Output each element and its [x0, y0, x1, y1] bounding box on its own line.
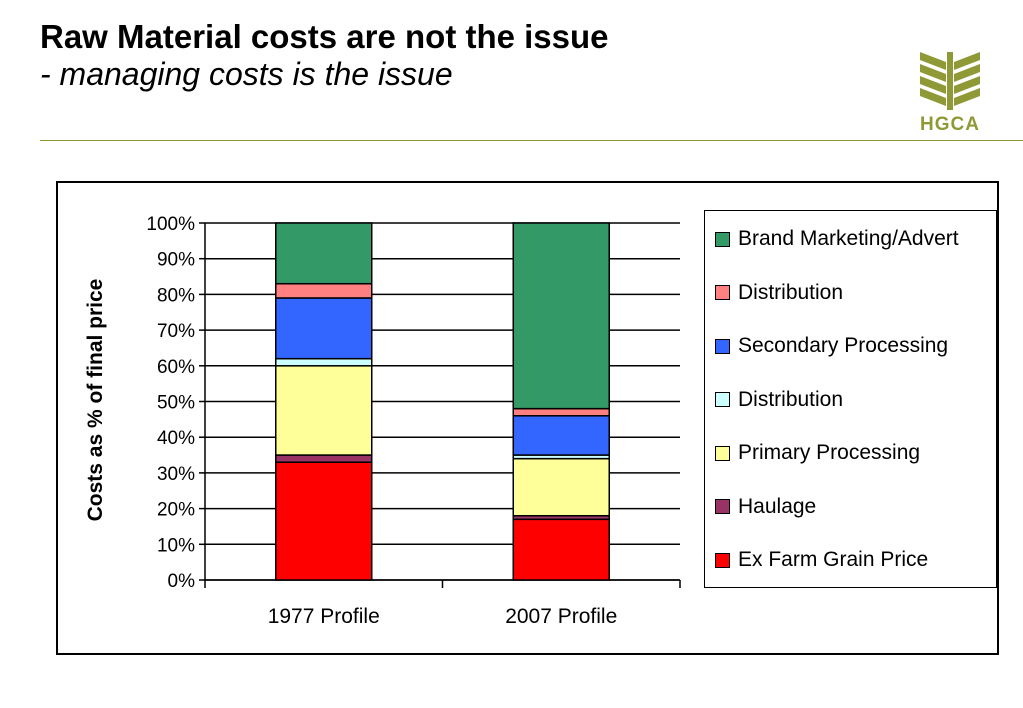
- legend-item: Distribution: [715, 281, 843, 305]
- legend-item: Secondary Processing: [715, 334, 948, 358]
- chart-legend: Brand Marketing/Advert Distribution Second…: [704, 210, 997, 588]
- y-tick-label: 100%: [146, 214, 195, 235]
- legend-item: Ex Farm Grain Price: [715, 548, 928, 572]
- legend-label: Primary Processing: [738, 441, 921, 464]
- y-tick-label: 40%: [157, 428, 195, 449]
- legend-item: Distribution: [715, 388, 843, 412]
- y-tick-label: 10%: [157, 535, 195, 556]
- legend-swatch: [715, 445, 730, 461]
- legend-label: Distribution: [738, 280, 844, 304]
- legend-swatch: [715, 499, 730, 514]
- bar-segment: [512, 407, 610, 417]
- legend-swatch: [715, 285, 730, 300]
- page-subtitle: - managing costs is the issue: [40, 56, 453, 92]
- bar-segment: [512, 518, 610, 581]
- y-tick-label: 70%: [157, 321, 195, 342]
- hgca-logo: HGCA: [912, 46, 988, 136]
- bar-segment: [512, 457, 610, 517]
- wheat-icon: [920, 52, 980, 110]
- bar-segment: [275, 357, 373, 367]
- legend-label: Brand Marketing/Advert: [738, 227, 959, 250]
- legend-label: Secondary Processing: [738, 334, 949, 357]
- legend-swatch: [715, 392, 730, 407]
- bar-segment: [275, 461, 373, 581]
- bar-segment: [512, 415, 610, 456]
- legend-item: Primary Processing: [715, 441, 920, 465]
- legend-label: Ex Farm Grain Price: [738, 548, 929, 571]
- bar-segment: [512, 222, 610, 410]
- bar-segment: [275, 297, 373, 360]
- bar-segment: [275, 222, 373, 285]
- y-tick-label: 60%: [157, 357, 195, 378]
- legend-label: Haulage: [738, 494, 817, 518]
- y-tick-label: 30%: [157, 464, 195, 485]
- logo-text: HGCA: [920, 114, 980, 135]
- page-title: Raw Material costs are not the issue: [40, 18, 609, 55]
- legend-item: Brand Marketing/Advert: [715, 227, 959, 251]
- y-axis-label: Costs as % of final price: [84, 278, 107, 522]
- y-tick-label: 80%: [157, 285, 195, 306]
- y-tick-label: 20%: [157, 500, 195, 521]
- x-category-label: 2007 Profile: [505, 605, 617, 628]
- legend-swatch: [715, 338, 730, 354]
- legend-item: Haulage: [715, 495, 816, 519]
- legend-label: Distribution: [738, 387, 844, 411]
- y-tick-label: 0%: [168, 571, 196, 592]
- bar-segment: [275, 365, 373, 456]
- header-divider: [40, 140, 1023, 141]
- x-category-label: 1977 Profile: [268, 605, 380, 628]
- bar-segment: [275, 282, 373, 299]
- y-tick-label: 50%: [157, 393, 195, 414]
- bar-segment: [275, 454, 373, 463]
- legend-swatch: [715, 231, 730, 247]
- y-tick-label: 90%: [157, 250, 195, 271]
- legend-swatch: [715, 552, 730, 568]
